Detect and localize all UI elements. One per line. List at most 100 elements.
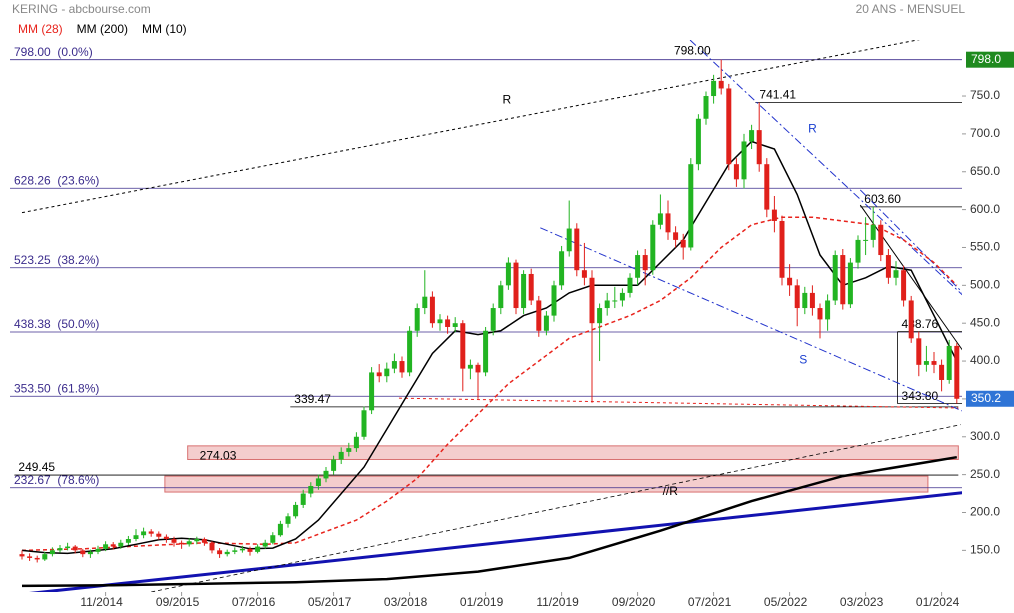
candle-body (194, 538, 200, 542)
candle-body (627, 277, 633, 293)
candle-body (87, 551, 93, 555)
candle-body (232, 550, 238, 552)
candle-body (916, 338, 922, 365)
candle-body (201, 538, 207, 543)
price-badge-label: 798.0 (971, 52, 1001, 66)
candle-body (103, 544, 109, 549)
candle-body (179, 542, 185, 545)
level-label: 438.76 (902, 317, 939, 331)
candle-body (711, 80, 717, 97)
candle-body (437, 319, 443, 324)
candle-body (293, 504, 299, 517)
y-tick-label: 250.0 (970, 467, 1000, 481)
candle-body (771, 209, 777, 221)
candle-body (787, 277, 793, 286)
candle-body (148, 531, 154, 534)
candle-body (27, 556, 33, 558)
candle-body (825, 300, 831, 320)
candle-body (893, 270, 899, 278)
y-tick-label: 650.0 (970, 164, 1000, 178)
candle-body (475, 364, 481, 373)
candle-body (741, 141, 747, 180)
candle-body (391, 361, 397, 369)
candle-body (619, 292, 625, 301)
candle-body (163, 536, 169, 539)
trendline (29, 491, 962, 592)
candle-body (65, 546, 71, 549)
candle-body (384, 368, 390, 377)
annotation: 798.00 (674, 44, 711, 58)
annotation: S (799, 352, 807, 366)
annotation: R (808, 122, 817, 136)
x-tick-label: 01/2024 (916, 595, 960, 609)
candle-body (566, 228, 572, 252)
trendline (859, 189, 962, 293)
price-badge (966, 51, 1014, 68)
candle-body (262, 542, 268, 547)
candle-body (635, 255, 641, 278)
candle-body (315, 478, 321, 486)
candle-body (34, 557, 40, 560)
candle-body (308, 485, 314, 494)
candle-body (665, 213, 671, 233)
x-tick-label: 03/2023 (840, 595, 884, 609)
x-tick-label: 09/2020 (612, 595, 656, 609)
candle-body (657, 213, 663, 225)
candle-body (726, 88, 732, 165)
candle-body (832, 255, 838, 301)
trendline (21, 40, 920, 214)
candle-body (521, 273, 527, 309)
candle-body (794, 285, 800, 309)
chart-title: KERING - abcbourse.com (12, 2, 151, 16)
fib-label: 523.25 (38.2%) (14, 253, 99, 267)
candle-body (597, 308, 603, 324)
candle-body (490, 308, 496, 331)
fib-label: 628.26 (23.6%) (14, 173, 99, 187)
x-tick-label: 11/2014 (80, 595, 123, 609)
candle-body (300, 493, 306, 505)
y-tick-label: 500.0 (970, 278, 1000, 292)
candle-body (878, 224, 884, 256)
x-tick-label: 03/2018 (384, 595, 428, 609)
candle-body (414, 308, 420, 331)
trendline (689, 40, 962, 296)
price-badge (966, 390, 1014, 407)
candle-body (277, 523, 283, 536)
candle-body (604, 300, 610, 309)
x-tick-label: 11/2019 (536, 595, 579, 609)
y-tick-label: 150.0 (970, 543, 1000, 557)
candle-body (642, 255, 648, 271)
level-label: 603.60 (864, 192, 901, 206)
candle-body (42, 554, 48, 560)
candle-body (323, 470, 329, 479)
candle-body (57, 548, 63, 551)
candle-body (680, 239, 686, 248)
candle-body (110, 544, 116, 547)
level-label: 339.47 (294, 392, 331, 406)
candle-body (429, 296, 435, 324)
candle-body (779, 220, 785, 278)
candle-body (688, 164, 694, 248)
candle-body (870, 224, 876, 240)
candle-body (863, 239, 869, 241)
candle-body (80, 550, 86, 555)
price-badge-label: 350.2 (971, 391, 1001, 405)
candle-body (695, 118, 701, 165)
candle-body (847, 262, 853, 305)
candle-body (452, 323, 458, 327)
candle-body (19, 554, 25, 557)
candle-body (361, 410, 367, 437)
x-tick-label: 05/2022 (764, 595, 808, 609)
fib-label: 353.50 (61.8%) (14, 381, 99, 395)
level-label: 249.45 (18, 460, 55, 474)
candle-body (445, 319, 451, 327)
candle-body (939, 364, 945, 380)
candle-body (885, 255, 891, 278)
legend-entry: MM (28) (18, 22, 63, 36)
candle-body (171, 538, 177, 543)
annotation: //R (663, 484, 679, 498)
x-tick-label: 09/2015 (156, 595, 200, 609)
candle-body (95, 548, 101, 552)
candle-body (589, 277, 595, 324)
